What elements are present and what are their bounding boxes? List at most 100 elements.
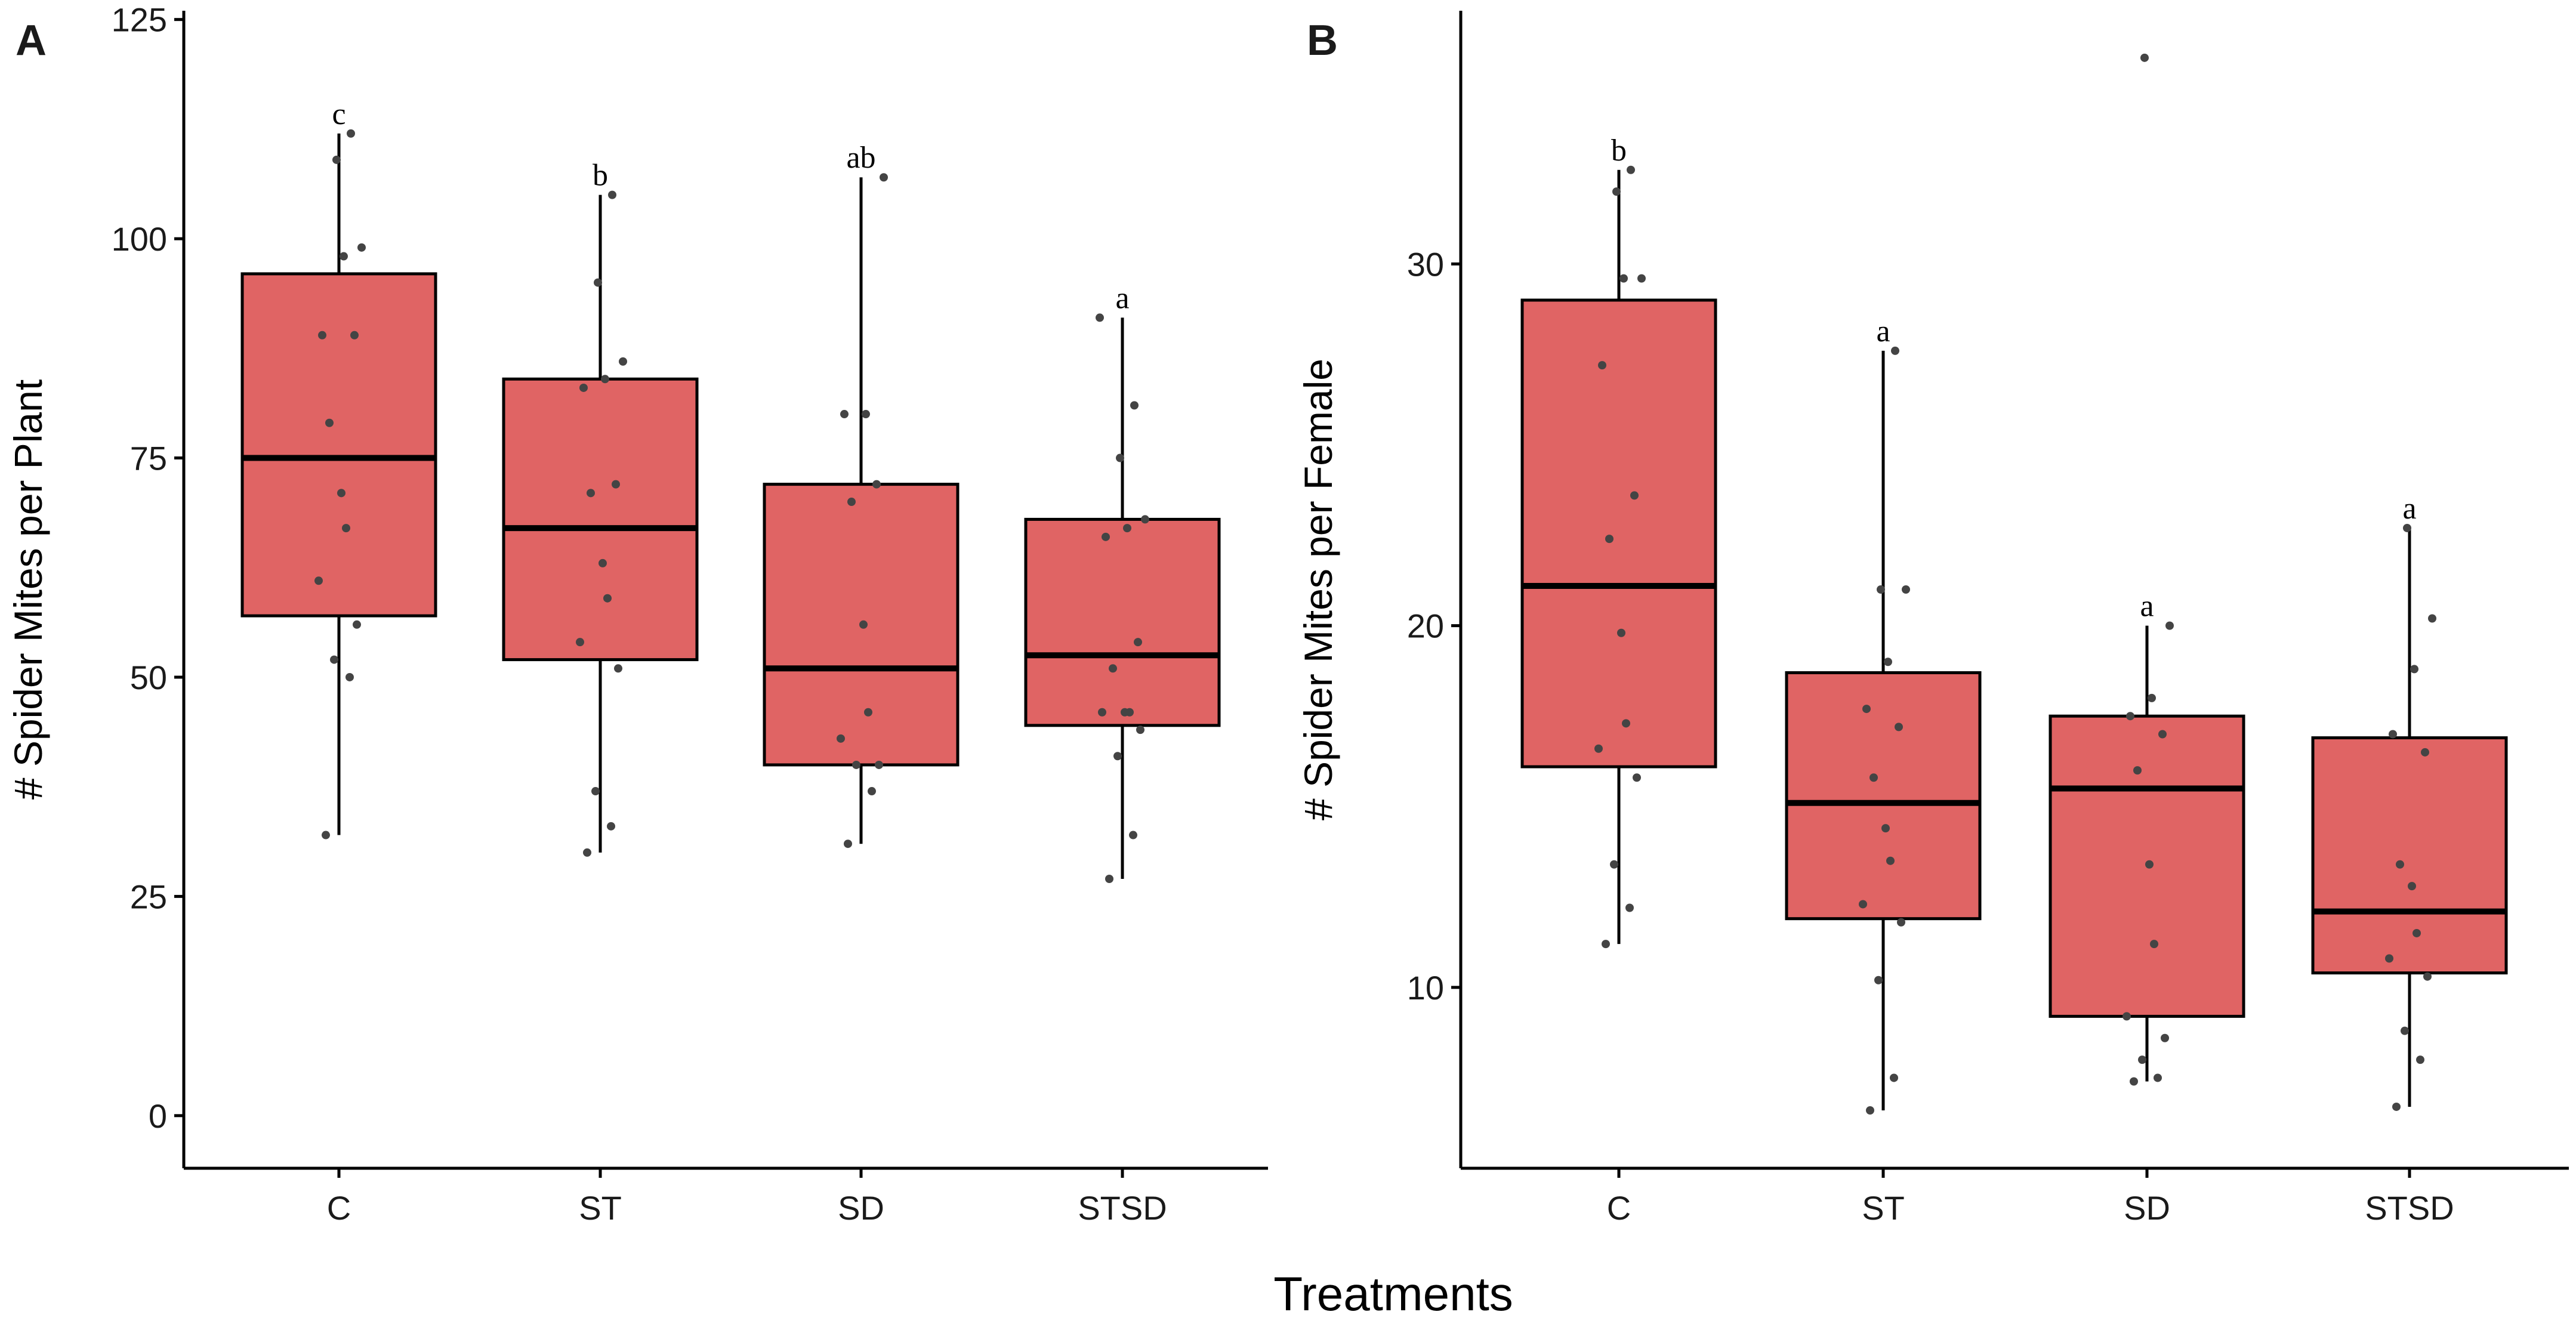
- data-point: [345, 672, 354, 681]
- data-point: [2138, 1055, 2146, 1064]
- data-point: [591, 787, 600, 796]
- data-point: [353, 620, 361, 629]
- data-point: [2423, 972, 2432, 981]
- data-point: [2408, 882, 2416, 891]
- data-point: [357, 243, 366, 252]
- y-tick-label: 20: [1407, 607, 1444, 645]
- data-point: [1627, 165, 1635, 174]
- significance-letter: b: [593, 159, 608, 193]
- data-point: [1630, 491, 1639, 500]
- data-point: [2140, 53, 2149, 62]
- data-point: [868, 787, 876, 796]
- data-point: [1869, 773, 1878, 782]
- data-point: [2150, 940, 2158, 949]
- data-point: [862, 410, 870, 419]
- data-point: [1130, 401, 1139, 410]
- data-point: [2428, 614, 2436, 623]
- data-point: [587, 489, 595, 498]
- box-c: c: [240, 97, 437, 839]
- data-point: [599, 558, 607, 567]
- box-stsd: a: [2311, 492, 2508, 1111]
- data-point: [1134, 638, 1142, 647]
- data-point: [601, 375, 609, 384]
- x-tick-label: SD: [838, 1189, 884, 1227]
- y-tick-label: 75: [130, 440, 167, 477]
- data-point: [2148, 693, 2156, 702]
- data-point: [2130, 1077, 2138, 1086]
- y-tick-label: 30: [1407, 245, 1444, 283]
- data-point: [318, 331, 326, 339]
- x-tick-label: ST: [1862, 1189, 1905, 1227]
- data-point: [350, 331, 359, 339]
- data-point: [1874, 976, 1883, 984]
- y-tick-label: 10: [1407, 969, 1444, 1007]
- x-tick-label: STSD: [1078, 1189, 1167, 1227]
- panel-label: B: [1307, 17, 1338, 64]
- data-point: [2416, 1055, 2424, 1064]
- data-point: [612, 480, 620, 489]
- data-point: [2145, 860, 2154, 869]
- data-point: [852, 760, 860, 769]
- data-point: [322, 831, 330, 839]
- data-point: [1109, 664, 1117, 673]
- data-point: [342, 524, 350, 533]
- significance-letter: a: [2402, 492, 2416, 526]
- data-point: [314, 576, 323, 585]
- data-point: [2401, 1026, 2409, 1035]
- y-tick-label: 125: [112, 1, 167, 39]
- data-point: [330, 655, 338, 664]
- x-tick-label: C: [1607, 1189, 1631, 1227]
- data-point: [1594, 744, 1603, 753]
- data-point: [1129, 831, 1137, 839]
- y-tick-label: 25: [130, 878, 167, 915]
- box-sd: a: [2049, 53, 2245, 1086]
- iqr-box: [1520, 298, 1717, 768]
- data-point: [1866, 1106, 1874, 1115]
- x-tick-label: C: [327, 1189, 351, 1227]
- box-st: a: [1785, 314, 1982, 1115]
- data-point: [2389, 730, 2397, 739]
- data-point: [337, 489, 345, 498]
- data-point: [1619, 274, 1628, 283]
- data-point: [1862, 705, 1871, 714]
- data-point: [2396, 860, 2404, 869]
- data-point: [1605, 535, 1614, 544]
- data-point: [614, 664, 622, 673]
- data-point: [576, 638, 584, 647]
- data-point: [2158, 730, 2167, 739]
- data-point: [837, 734, 845, 743]
- x-tick-label: SD: [2124, 1189, 2170, 1227]
- x-axis-title: Treatments: [1273, 1267, 1513, 1320]
- data-point: [864, 708, 872, 717]
- data-point: [1098, 708, 1106, 717]
- data-point: [1897, 918, 1905, 927]
- panel-label: A: [16, 17, 47, 64]
- y-tick-label: 100: [112, 220, 167, 258]
- data-point: [1612, 187, 1621, 196]
- data-point: [1622, 719, 1630, 728]
- data-point: [1881, 824, 1890, 833]
- data-point: [1877, 585, 1885, 594]
- data-point: [2154, 1073, 2162, 1082]
- data-point: [1102, 532, 1110, 541]
- iqr-box: [1785, 671, 1982, 921]
- significance-letter: ab: [846, 141, 875, 175]
- iqr-box: [2311, 736, 2508, 975]
- data-point: [579, 383, 588, 392]
- data-point: [608, 190, 616, 199]
- significance-letter: a: [2140, 589, 2154, 624]
- data-point: [603, 594, 612, 603]
- data-point: [1610, 860, 1618, 869]
- data-point: [2126, 712, 2134, 721]
- data-point: [1096, 313, 1104, 322]
- box-sd: ab: [763, 141, 960, 848]
- data-point: [2122, 1012, 2131, 1021]
- box-st: b: [502, 159, 699, 857]
- data-point: [2421, 748, 2429, 757]
- significance-letter: a: [1115, 281, 1129, 315]
- x-tick-label: STSD: [2365, 1189, 2454, 1227]
- significance-letter: b: [1611, 134, 1627, 168]
- iqr-box: [240, 272, 437, 618]
